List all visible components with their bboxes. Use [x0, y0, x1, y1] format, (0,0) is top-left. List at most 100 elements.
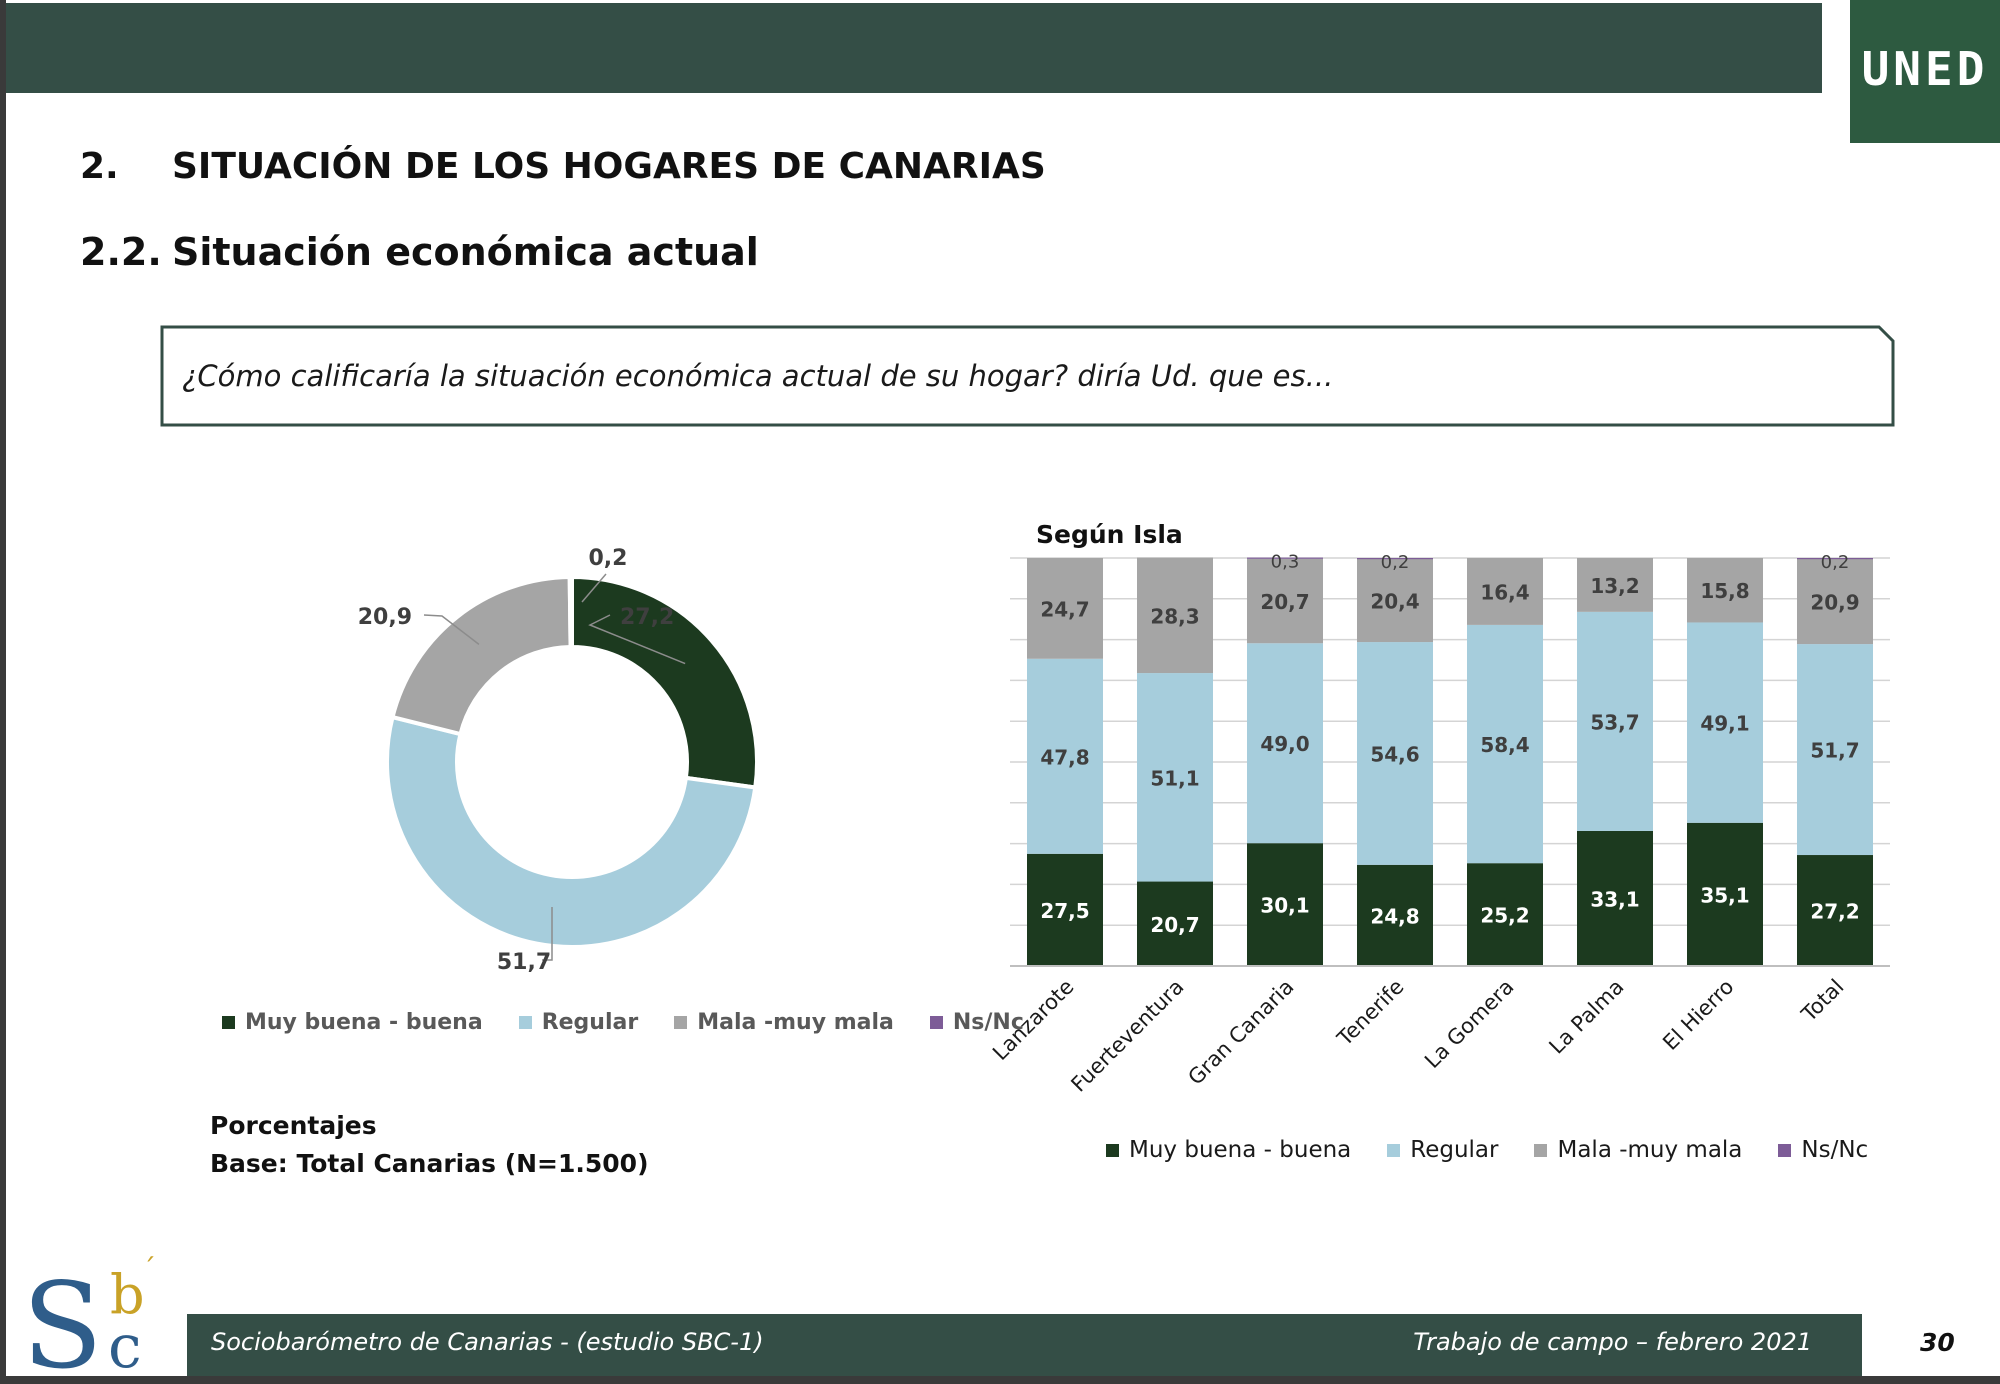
bar-value-label: 20,4	[1370, 589, 1419, 613]
category-label: Total	[1796, 975, 1848, 1027]
svg-text:c: c	[108, 1312, 142, 1375]
legend-label: Ns/Nc	[1801, 1137, 1869, 1163]
bar-segment	[1357, 558, 1433, 643]
category-label: Fuerteventura	[1066, 975, 1188, 1097]
bar-segment	[1797, 644, 1873, 856]
bottom-frame-edge	[0, 1376, 2000, 1384]
donut-slice	[390, 574, 573, 737]
bar-segment	[1027, 853, 1103, 966]
svg-text:S: S	[22, 1257, 103, 1375]
bar-segment	[1357, 642, 1433, 865]
donut-slice	[567, 574, 574, 650]
bar-segment	[1797, 558, 1873, 645]
bar-segment	[1247, 843, 1323, 966]
category-label: La Gomera	[1420, 975, 1518, 1073]
bar-value-label: 33,1	[1590, 887, 1639, 911]
bar-segment	[1357, 864, 1433, 966]
bar-value-label: 27,5	[1040, 899, 1089, 923]
donut-legend: Muy buena - buena Regular Mala -muy mala…	[222, 1010, 1060, 1035]
bar-value-label: 53,7	[1590, 710, 1639, 734]
category-label: La Palma	[1544, 975, 1628, 1059]
question-box: ¿Cómo calificaría la situación económica…	[160, 325, 1895, 427]
bar-legend-item: Regular	[1387, 1137, 1498, 1163]
header-band	[6, 3, 1822, 93]
bar-segment	[1577, 558, 1653, 612]
uned-logo: UNED	[1850, 0, 2000, 143]
question-text: ¿Cómo calificaría la situación económica…	[182, 359, 1334, 393]
bar-legend: Muy buena - buena Regular Mala -muy mala…	[1106, 1137, 1904, 1163]
bar-segment	[1247, 557, 1323, 559]
donut-value-label: 20,9	[358, 605, 412, 630]
bar-segment	[1137, 881, 1213, 966]
bar-segment	[1137, 673, 1213, 882]
legend-label: Muy buena - buena	[1129, 1137, 1352, 1163]
legend-swatch-muy-buena	[222, 1016, 235, 1029]
bar-value-label: 49,0	[1260, 732, 1309, 756]
svg-text:b: b	[110, 1263, 145, 1326]
category-label: El Hierro	[1658, 975, 1738, 1055]
donut-leader-line	[542, 907, 553, 961]
bar-value-label: 47,8	[1040, 745, 1089, 769]
legend-label: Mala -muy mala	[1557, 1137, 1743, 1163]
category-label: Tenerife	[1332, 975, 1409, 1052]
bar-segment	[1687, 822, 1763, 966]
bar-segment	[1797, 558, 1873, 560]
notes-units: Porcentajes	[210, 1111, 377, 1140]
donut-value-label: 51,7	[497, 950, 551, 975]
bar-value-label: 20,7	[1260, 590, 1309, 614]
subsection-title: Situación económica actual	[172, 230, 759, 274]
bar-legend-item: Muy buena - buena	[1106, 1137, 1351, 1163]
footer-study-title: Sociobarómetro de Canarias - (estudio SB…	[211, 1328, 764, 1356]
chart-notes: Porcentajes Base: Total Canarias (N=1.50…	[210, 1107, 649, 1183]
bar-segment	[1467, 624, 1543, 864]
bar-value-label: 25,2	[1480, 904, 1529, 928]
sbc-logo: S b c ´	[22, 1255, 156, 1375]
left-frame-edge	[0, 0, 6, 1384]
donut-leader-line	[588, 614, 686, 665]
bar-value-label: 16,4	[1480, 580, 1529, 604]
donut-value-label: 27,2	[620, 605, 674, 630]
bar-value-label: 0,3	[1271, 552, 1300, 573]
bar-value-label: 51,7	[1810, 739, 1859, 763]
bar-segment	[1467, 863, 1543, 966]
category-label: Gran Canaria	[1183, 975, 1298, 1090]
bar-value-label: 0,2	[1821, 552, 1850, 573]
bar-segment	[1137, 557, 1213, 674]
donut-slice	[385, 714, 758, 949]
legend-label: Regular	[541, 1010, 639, 1035]
bar-value-label: 15,8	[1700, 579, 1749, 603]
uned-logo-text: UNED	[1861, 41, 1989, 96]
stacked-bar-chart: Según Isla27,547,824,7Lanzarote20,751,12…	[990, 520, 1890, 1097]
donut-legend-item: Muy buena - buena	[222, 1010, 483, 1035]
bar-value-label: 54,6	[1370, 742, 1419, 766]
bar-segment	[1027, 558, 1103, 659]
donut-leader-line	[423, 614, 480, 645]
bar-segment	[1797, 855, 1873, 966]
legend-swatch-regular	[518, 1016, 532, 1029]
bar-segment	[1577, 830, 1653, 966]
bar-value-label: 58,4	[1480, 733, 1529, 757]
legend-label: Ns/Nc	[952, 1010, 1024, 1035]
bar-value-label: 13,2	[1590, 574, 1639, 598]
legend-label: Muy buena - buena	[245, 1010, 483, 1035]
bar-segment	[1247, 643, 1323, 844]
page-number: 30	[1920, 1328, 1955, 1357]
notes-base: Base: Total Canarias (N=1.500)	[210, 1149, 649, 1178]
bar-value-label: 24,8	[1370, 904, 1419, 928]
donut-leader-line	[581, 573, 607, 603]
bar-value-label: 20,9	[1810, 590, 1859, 614]
legend-swatch-regular	[1387, 1143, 1401, 1157]
legend-swatch-mala	[1534, 1143, 1548, 1157]
bar-segment	[1467, 558, 1543, 625]
bar-value-label: 24,7	[1040, 597, 1089, 621]
bar-value-label: 27,2	[1810, 900, 1859, 924]
bar-legend-item: Mala -muy mala	[1534, 1137, 1742, 1163]
section-number: 2.	[80, 146, 119, 187]
question-box-border	[160, 325, 1895, 427]
bar-value-label: 0,2	[1381, 552, 1410, 573]
bar-value-label: 20,7	[1150, 913, 1199, 937]
bar-value-label: 28,3	[1150, 604, 1199, 628]
bar-legend-item: Ns/Nc	[1778, 1137, 1868, 1163]
bar-segment	[1247, 558, 1323, 644]
bar-value-label: 51,1	[1150, 766, 1199, 790]
